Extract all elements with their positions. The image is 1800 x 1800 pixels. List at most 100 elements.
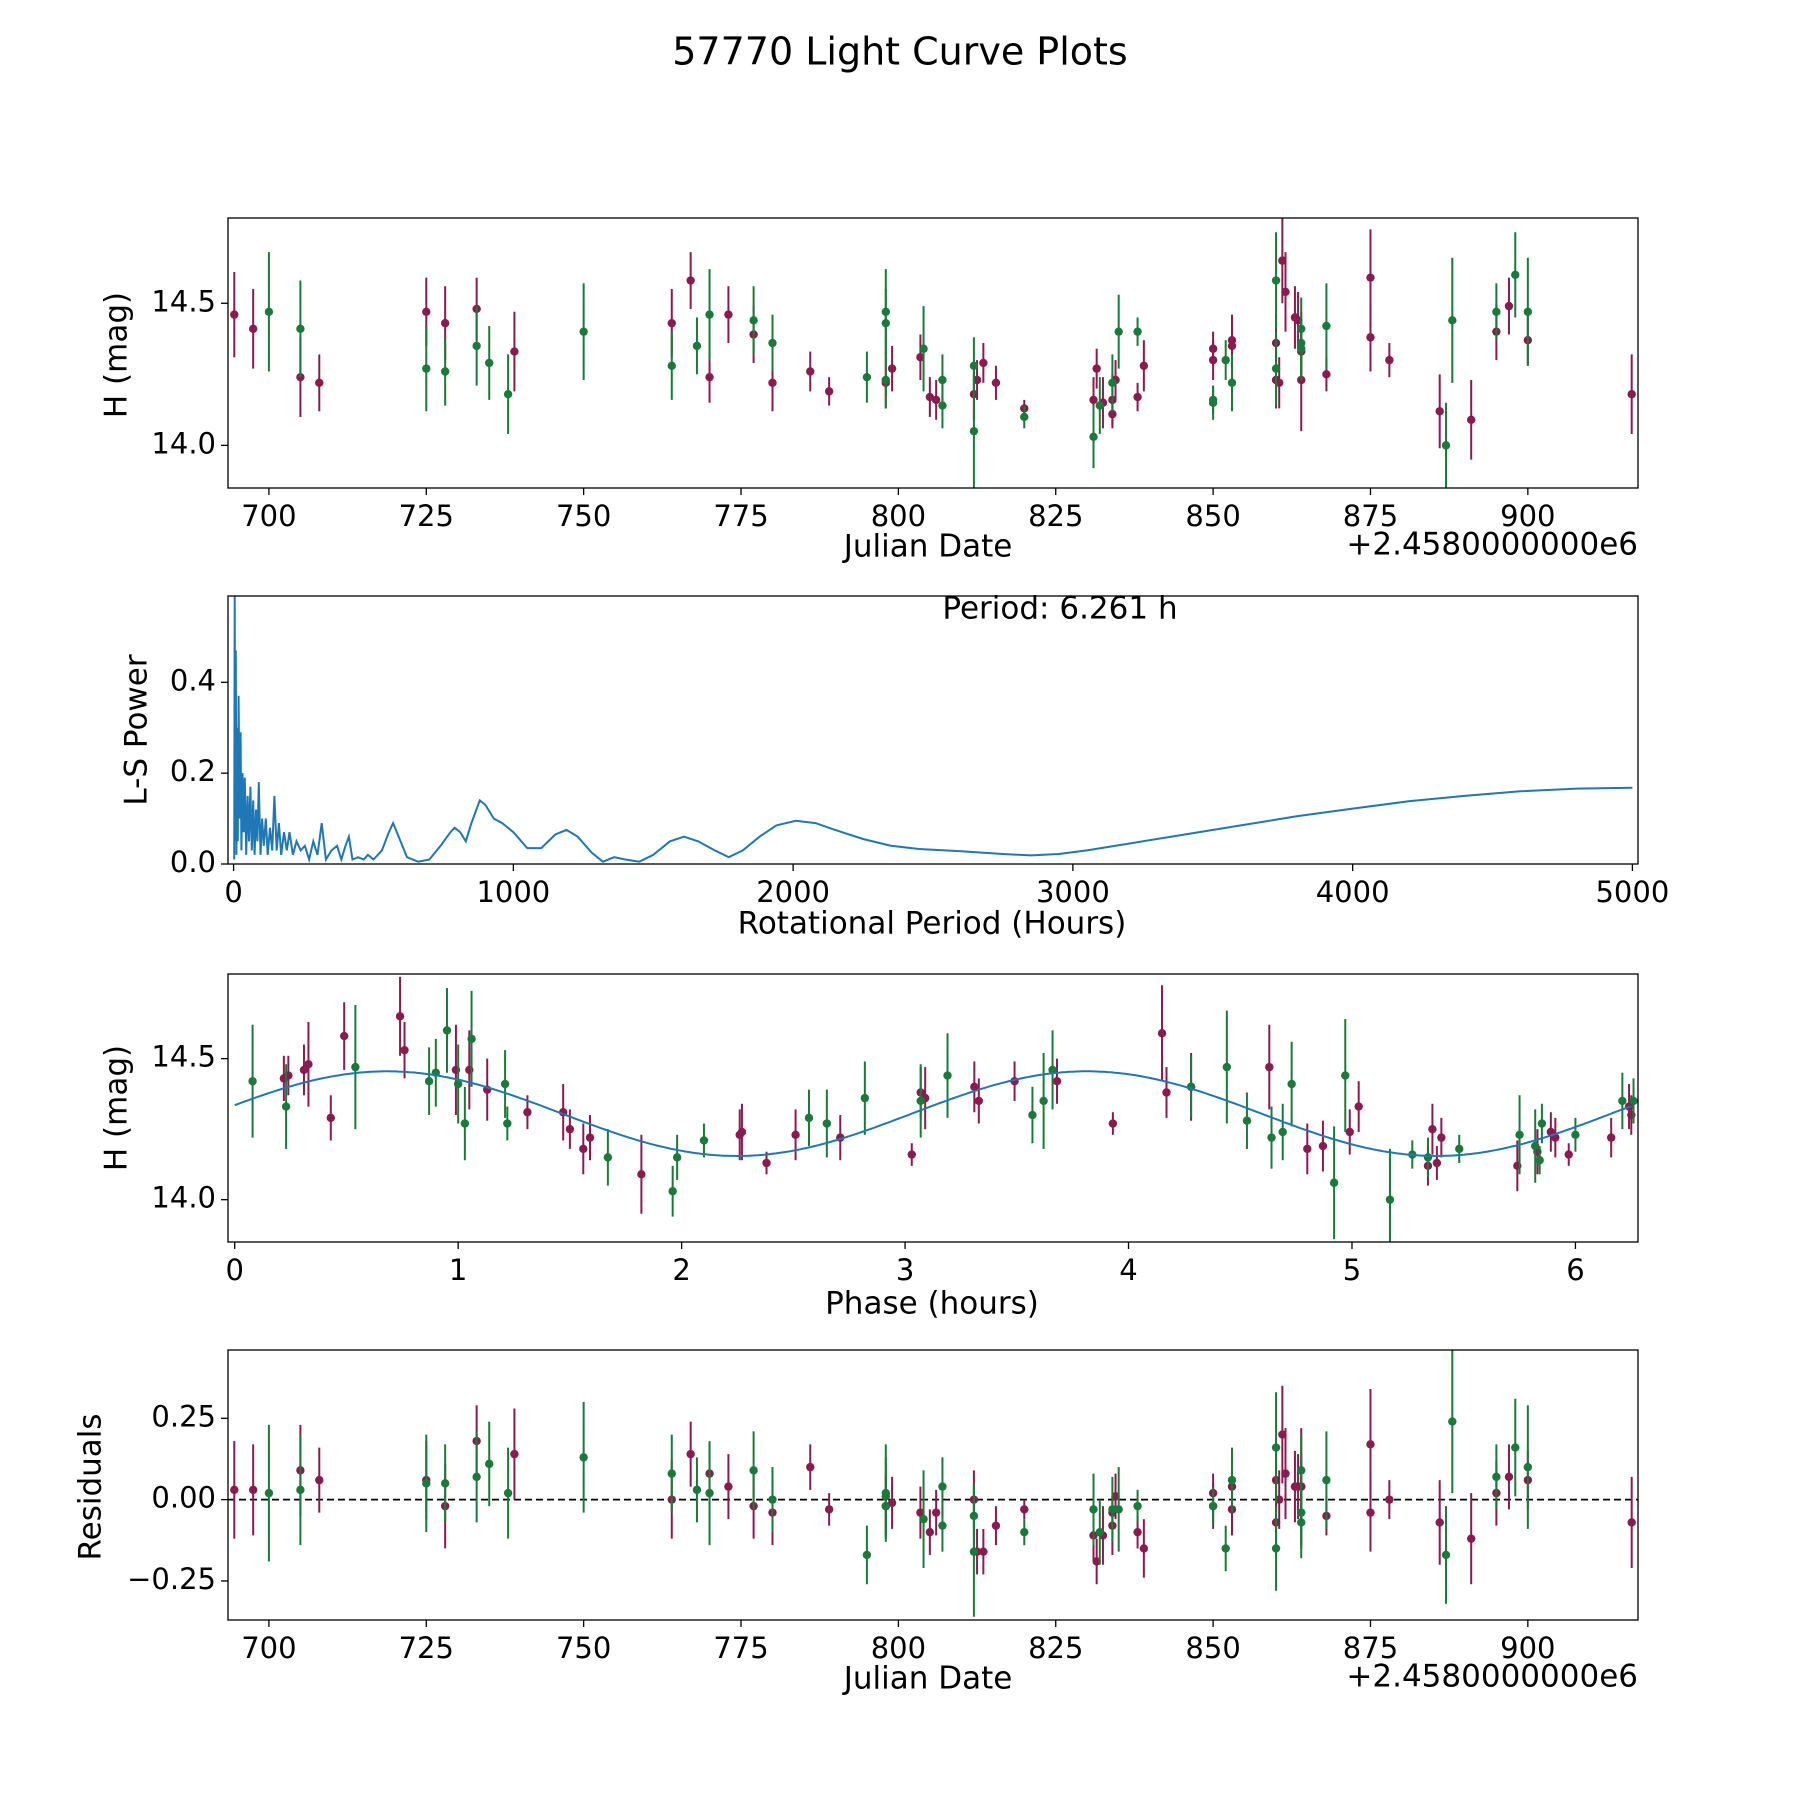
lightcurve-point bbox=[667, 361, 676, 370]
periodogram-ytick-label: 0.4 bbox=[170, 663, 216, 697]
lightcurve-point bbox=[1208, 395, 1218, 405]
phased-point bbox=[1287, 1079, 1296, 1089]
residuals-point bbox=[579, 1453, 588, 1462]
residuals-point bbox=[1366, 1440, 1375, 1449]
lightcurve-point bbox=[969, 361, 979, 370]
lightcurve-point bbox=[1114, 327, 1123, 336]
phased-point bbox=[1162, 1088, 1171, 1097]
residuals-frame bbox=[227, 1349, 1639, 1621]
lightcurve-point bbox=[1095, 401, 1105, 410]
phased-xtick-label: 4 bbox=[1119, 1253, 1137, 1287]
figure-title: 57770 Light Curve Plots bbox=[672, 30, 1127, 74]
residuals-point bbox=[1523, 1462, 1533, 1472]
lightcurve-point bbox=[881, 375, 890, 385]
phased-point bbox=[1052, 1077, 1062, 1086]
phased-point bbox=[1515, 1130, 1524, 1140]
phased-point bbox=[1341, 1071, 1350, 1080]
phased-xtick-label: 0 bbox=[225, 1253, 243, 1287]
panel-phased: H (mag) Phase (hours) 0 1 2 3 4 5 6 14.0 14.5 bbox=[99, 973, 1639, 1322]
phased-point bbox=[1437, 1133, 1446, 1142]
phased-frame bbox=[227, 973, 1639, 1243]
panel-periodogram: L-S Power Rotational Period (Hours) Peri… bbox=[119, 591, 1670, 942]
lightcurve-point bbox=[1366, 273, 1375, 282]
lightcurve-point bbox=[579, 327, 588, 336]
periodogram-xtick-label: 1000 bbox=[476, 875, 550, 909]
phased-ylabel: H (mag) bbox=[99, 1045, 135, 1171]
residuals-point bbox=[1221, 1544, 1230, 1553]
residuals-point bbox=[692, 1485, 702, 1495]
phased-xtick-label: 5 bbox=[1343, 1253, 1361, 1287]
lightcurve-point bbox=[248, 324, 258, 334]
residuals-point bbox=[1627, 1518, 1636, 1527]
lightcurve-point bbox=[503, 390, 513, 399]
residuals-plot-area: 700 725 750 775 800 825 850 875 900 0.25 0.00 −0.25 bbox=[127, 1350, 1638, 1665]
lightcurve-point bbox=[705, 310, 714, 319]
periodogram-ylabel: L-S Power bbox=[119, 654, 155, 805]
phased-point bbox=[668, 1187, 677, 1196]
lightcurve-xtick-label: 825 bbox=[1028, 499, 1083, 533]
periodogram-xtick-label: 4000 bbox=[1316, 875, 1390, 909]
phased-ytick-label: 14.5 bbox=[151, 1040, 216, 1074]
lightcurve-point bbox=[230, 310, 239, 319]
lightcurve-point bbox=[768, 338, 777, 348]
lightcurve-xtick-label: 700 bbox=[241, 499, 296, 533]
lightcurve-point bbox=[938, 401, 947, 410]
lightcurve-point bbox=[1108, 409, 1117, 419]
residuals-point bbox=[440, 1479, 450, 1488]
lightcurve-point bbox=[1092, 364, 1101, 373]
lightcurve-point bbox=[1441, 441, 1451, 450]
lightcurve-xtick-label: 850 bbox=[1185, 499, 1240, 533]
phased-point bbox=[822, 1119, 832, 1128]
lightcurve-point bbox=[916, 353, 925, 362]
residuals-point bbox=[1322, 1475, 1331, 1485]
residuals-point bbox=[1271, 1443, 1281, 1452]
residuals-ylabel: Residuals bbox=[73, 1413, 109, 1560]
lightcurve-point bbox=[440, 367, 450, 376]
phased-point bbox=[1157, 1029, 1167, 1038]
phased-point bbox=[1222, 1062, 1232, 1072]
lightcurve-point bbox=[1227, 378, 1237, 388]
lightcurve-point bbox=[1208, 355, 1218, 365]
residuals-point bbox=[969, 1547, 979, 1556]
residuals-xtick-label: 850 bbox=[1185, 1631, 1240, 1665]
lightcurve-point bbox=[979, 358, 988, 368]
lightcurve-point bbox=[931, 395, 941, 405]
residuals-xtick-label: 700 bbox=[241, 1631, 296, 1665]
phased-point bbox=[860, 1093, 870, 1103]
phased-ytick-label: 14.0 bbox=[151, 1181, 216, 1215]
lightcurve-point bbox=[724, 310, 733, 319]
residuals-point bbox=[1441, 1550, 1451, 1560]
residuals-ytick-label: 0.00 bbox=[151, 1481, 216, 1515]
periodogram-plot-area: 0 1000 2000 3000 4000 5000 0.0 0.2 0.4 bbox=[170, 595, 1669, 909]
phased-point bbox=[299, 1065, 309, 1075]
periodogram-xtick-label: 2000 bbox=[756, 875, 830, 909]
periodogram-xtick-label: 3000 bbox=[1036, 875, 1110, 909]
phased-point bbox=[585, 1133, 595, 1142]
phased-point bbox=[1028, 1110, 1037, 1120]
phased-point bbox=[1278, 1127, 1287, 1137]
lightcurve-point bbox=[1293, 316, 1303, 325]
lightcurve-point bbox=[1221, 355, 1230, 365]
phased-point bbox=[453, 1079, 463, 1089]
periodogram-ytick-label: 0.0 bbox=[170, 845, 216, 879]
phased-point bbox=[503, 1119, 512, 1128]
lightcurve-point bbox=[1089, 395, 1098, 405]
phased-point bbox=[281, 1102, 291, 1111]
phased-point bbox=[943, 1071, 952, 1080]
phased-point bbox=[603, 1153, 613, 1162]
periodogram-ytick-label: 0.2 bbox=[170, 754, 216, 788]
lightcurve-point bbox=[969, 426, 979, 436]
residuals-point bbox=[667, 1469, 676, 1478]
phased-point bbox=[579, 1144, 588, 1154]
lightcurve-point bbox=[1271, 276, 1281, 285]
residuals-xtick-label: 800 bbox=[871, 1631, 926, 1665]
phased-point bbox=[523, 1108, 532, 1117]
residuals-xtick-label: 775 bbox=[713, 1631, 768, 1665]
lightcurve-point bbox=[315, 378, 324, 388]
phased-point bbox=[500, 1079, 510, 1089]
lightcurve-point bbox=[485, 358, 494, 368]
lightcurve-point bbox=[1133, 392, 1142, 402]
phased-point bbox=[1048, 1065, 1057, 1075]
residuals-point bbox=[503, 1488, 513, 1498]
phased-point bbox=[1303, 1144, 1312, 1154]
